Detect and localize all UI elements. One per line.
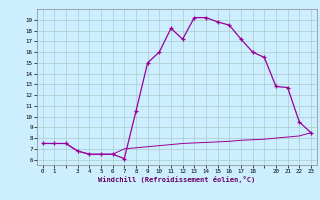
X-axis label: Windchill (Refroidissement éolien,°C): Windchill (Refroidissement éolien,°C) — [98, 176, 255, 183]
